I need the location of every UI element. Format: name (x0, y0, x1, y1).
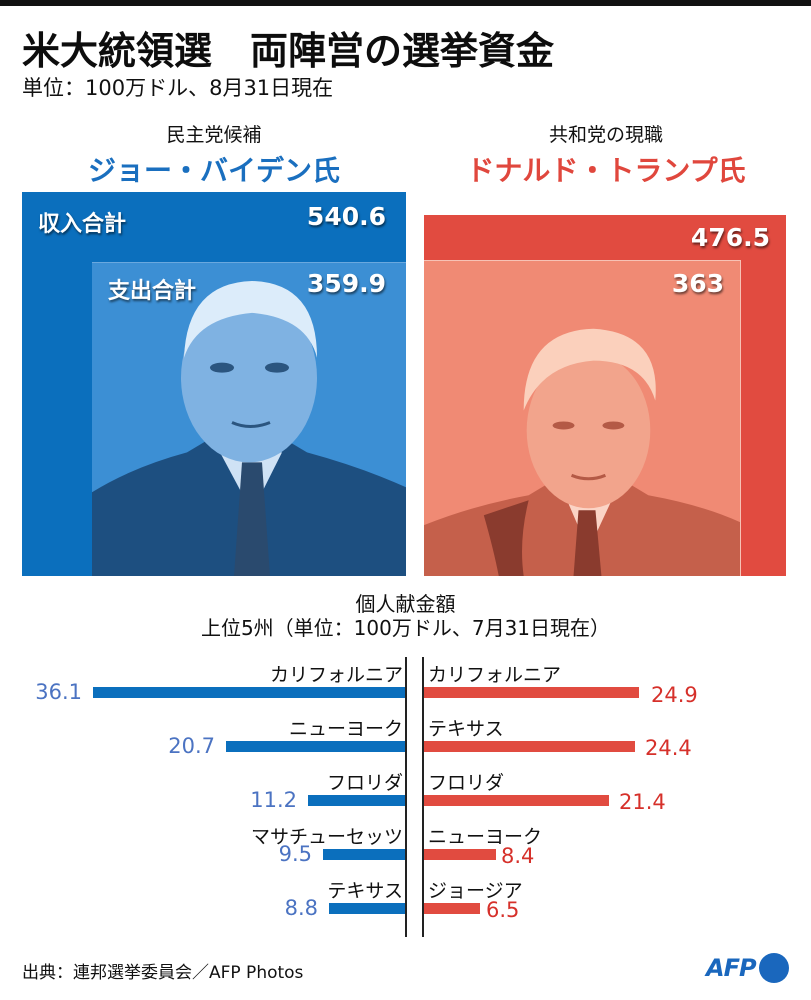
states-chart-title: 個人献金額 上位5州（単位：100万ドル、7月31日現在） (0, 592, 811, 640)
biden-state-value: 20.7 (168, 734, 215, 758)
biden-state-bar (323, 849, 405, 860)
trump-portrait-image (424, 328, 740, 576)
biden-state-bar (308, 795, 405, 806)
biden-name: ジョー・バイデン氏 (87, 154, 340, 187)
trump-state-bar (424, 687, 639, 698)
trump-state-label: ニューヨーク (428, 826, 543, 848)
biden-state-value: 36.1 (35, 680, 82, 704)
biden-state-bar (93, 687, 405, 698)
trump-spend-box: 363 (424, 260, 741, 576)
trump-state-bar (424, 741, 635, 752)
biden-state-value: 8.8 (284, 896, 318, 920)
biden-state-label: テキサス (327, 880, 403, 902)
biden-spend-label: 支出合計 (108, 279, 197, 304)
trump-role: 共和党の現職 (548, 124, 663, 146)
source-credit: 出典：連邦選挙委員会／AFP Photos (22, 963, 304, 983)
page-subtitle: 単位：100万ドル、8月31日現在 (22, 76, 334, 100)
biden-state-label: ニューヨーク (288, 718, 403, 740)
biden-state-label: マサチューセッツ (250, 826, 403, 848)
biden-state-label: フロリダ (326, 772, 403, 794)
trump-state-bar (424, 903, 480, 914)
trump-state-label: ジョージア (428, 880, 523, 902)
biden-state-value: 11.2 (250, 788, 297, 812)
trump-header: 共和党の現職 ドナルド・トランプ氏 (410, 120, 802, 189)
page-title: 米大統領選 両陣営の選挙資金 (22, 29, 555, 73)
biden-axis-line (405, 657, 407, 937)
biden-portrait-image (92, 280, 406, 576)
trump-state-label: カリフォルニア (428, 664, 562, 686)
trump-state-bar (424, 849, 496, 860)
trump-spend-value: 363 (671, 269, 724, 298)
biden-header: 民主党候補 ジョー・バイデン氏 (22, 120, 406, 189)
trump-state-value: 8.4 (501, 844, 535, 868)
biden-spend-box: 支出合計 359.9 (92, 262, 406, 576)
trump-state-value: 24.9 (651, 683, 698, 707)
trump-name: ドナルド・トランプ氏 (466, 154, 746, 187)
states-chart-title-line2: 上位5州（単位：100万ドル、7月31日現在） (200, 616, 611, 640)
biden-state-bar (226, 741, 405, 752)
states-chart-title-line1: 個人献金額 (355, 592, 456, 616)
biden-role: 民主党候補 (166, 124, 262, 146)
biden-state-label: カリフォルニア (269, 664, 403, 686)
trump-state-value: 21.4 (619, 790, 666, 814)
biden-spend-value: 359.9 (306, 269, 386, 298)
trump-state-value: 24.4 (645, 736, 692, 760)
trump-income-value: 476.5 (690, 223, 770, 252)
trump-state-label: テキサス (428, 718, 504, 740)
trump-state-bar (424, 795, 609, 806)
trump-axis-line (422, 657, 424, 937)
trump-state-label: フロリダ (428, 772, 505, 794)
biden-state-value: 9.5 (278, 842, 312, 866)
afp-logo-text: AFP (706, 954, 757, 982)
biden-state-bar (329, 903, 405, 914)
afp-logo: AFP (706, 951, 789, 985)
top-rule (0, 0, 811, 6)
biden-income-value: 540.6 (306, 202, 386, 231)
trump-state-value: 6.5 (486, 898, 520, 922)
afp-logo-circle-icon (758, 953, 789, 983)
biden-income-label: 収入合計 (38, 212, 127, 237)
